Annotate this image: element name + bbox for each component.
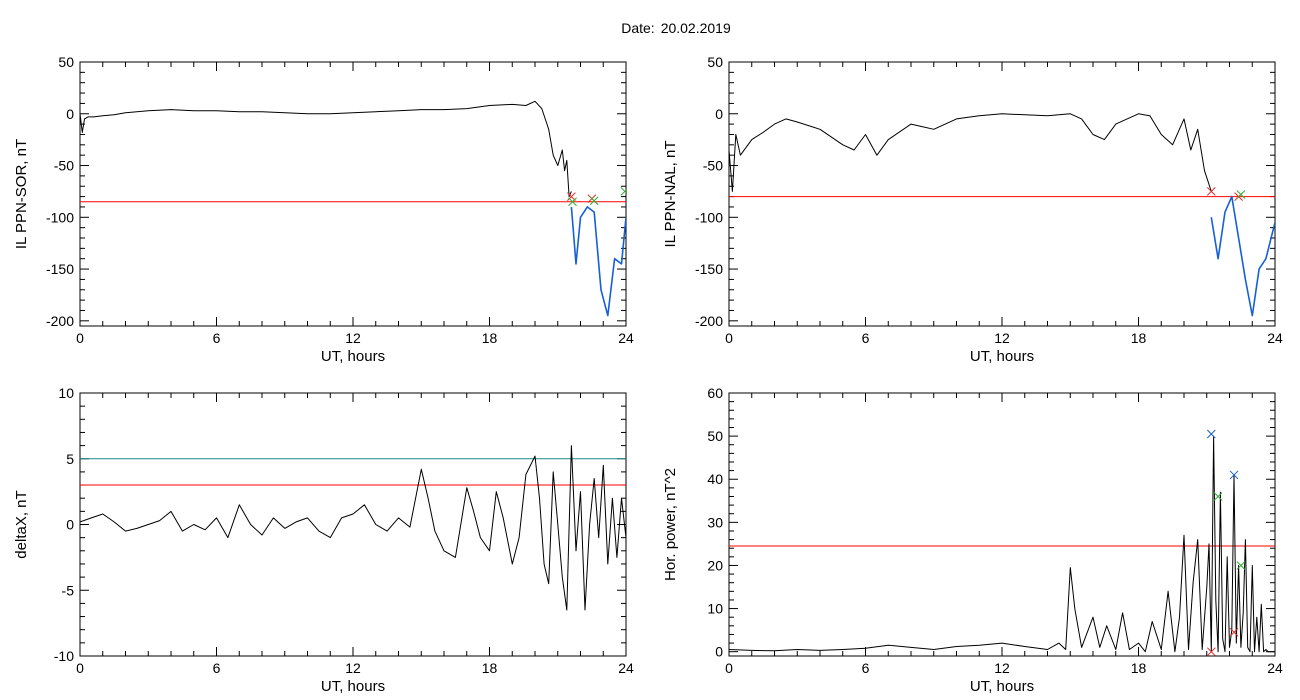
il-ppn-sor-xlabel: UT, hours bbox=[321, 348, 385, 365]
date-label: Date: bbox=[621, 20, 654, 36]
deltax-xtick-label: 18 bbox=[482, 660, 498, 676]
hor-power-ytick-label: 20 bbox=[707, 557, 723, 573]
deltax-xlabel: UT, hours bbox=[321, 678, 385, 695]
il-ppn-nal-frame bbox=[728, 61, 1276, 327]
il-ppn-sor-xtick-label: 0 bbox=[76, 330, 84, 346]
il-ppn-nal-ytick-label: -50 bbox=[703, 158, 723, 174]
deltax-ytick-label: -10 bbox=[54, 648, 74, 664]
il-ppn-sor-plot-area bbox=[80, 100, 626, 317]
il-ppn-sor-series-blue bbox=[570, 206, 626, 317]
deltax-xtick-label: 0 bbox=[76, 660, 84, 676]
il-ppn-nal-marker-green bbox=[1236, 190, 1246, 199]
hor-power-ytick-label: 40 bbox=[707, 471, 723, 487]
il-ppn-nal-xtick-label: 12 bbox=[994, 330, 1010, 346]
il-ppn-nal-ytick-label: -200 bbox=[695, 313, 723, 329]
il-ppn-sor-ylabel: IL PPN-SOR, nT bbox=[13, 139, 30, 249]
deltax-plot-area bbox=[80, 445, 626, 611]
il-ppn-sor-marker-green bbox=[620, 187, 626, 196]
deltax-ytick-label: 10 bbox=[58, 385, 74, 401]
deltax-xtick-label: 24 bbox=[618, 660, 634, 676]
hor-power-marker-green bbox=[1213, 492, 1223, 501]
hor-power-marker-blue bbox=[1229, 470, 1239, 480]
hor-power-plot-area bbox=[729, 429, 1275, 656]
hor-power-ytick-label: 10 bbox=[707, 601, 723, 617]
hor-power-marker-green bbox=[1236, 561, 1246, 570]
hor-power-frame bbox=[728, 392, 1276, 657]
il-ppn-nal-ytick-label: 50 bbox=[707, 54, 723, 70]
panel-il-ppn-sor: 0 6 12 18 24 50 0 -50 -100 -150 -200 UT, hours IL PP… bbox=[13, 54, 634, 365]
il-ppn-sor-marker-green bbox=[568, 197, 577, 207]
hor-power-marker-red bbox=[1229, 627, 1239, 637]
hor-power-xtick-label: 18 bbox=[1131, 660, 1147, 676]
hor-power-marker-red bbox=[1206, 647, 1216, 656]
il-ppn-sor-marker-red bbox=[567, 192, 576, 201]
hor-power-xtick-label: 6 bbox=[862, 660, 870, 676]
hor-power-ytick-label: 60 bbox=[707, 385, 723, 401]
hor-power-xtick-label: 0 bbox=[725, 660, 733, 676]
panel-deltax: 0 6 12 18 24 10 5 0 -5 -10 UT, hours deltaX, nT bbox=[13, 385, 634, 695]
il-ppn-nal-plot-area bbox=[729, 113, 1275, 317]
hor-power-xlabel: UT, hours bbox=[970, 678, 1034, 695]
il-ppn-sor-xtick-label: 18 bbox=[482, 330, 498, 346]
il-ppn-nal-xtick-label: 24 bbox=[1267, 330, 1283, 346]
il-ppn-sor-ytick-label: 50 bbox=[58, 54, 74, 70]
il-ppn-sor-ytick-label: -100 bbox=[46, 209, 74, 225]
hor-power-xtick-label: 12 bbox=[994, 660, 1010, 676]
hor-power-series-black bbox=[729, 435, 1275, 653]
il-ppn-nal-ylabel: IL PPN-NAL, nT bbox=[662, 141, 679, 248]
deltax-ylabel: deltaX, nT bbox=[13, 490, 30, 558]
deltax-series-black bbox=[80, 445, 626, 611]
il-ppn-sor-frame bbox=[79, 61, 627, 327]
il-ppn-nal-xtick-label: 0 bbox=[725, 330, 733, 346]
il-ppn-nal-ytick-label: 0 bbox=[715, 106, 723, 122]
il-ppn-sor-xtick-label: 6 bbox=[213, 330, 221, 346]
il-ppn-sor-xtick-label: 24 bbox=[618, 330, 634, 346]
il-ppn-nal-xtick-label: 18 bbox=[1131, 330, 1147, 346]
il-ppn-sor-marker-green bbox=[589, 196, 599, 206]
il-ppn-nal-xlabel: UT, hours bbox=[970, 348, 1034, 365]
il-ppn-sor-series-black bbox=[80, 100, 572, 198]
hor-power-ytick-label: 30 bbox=[707, 514, 723, 530]
il-ppn-nal-ytick-label: -150 bbox=[695, 261, 723, 277]
hor-power-ytick-label: 0 bbox=[715, 644, 723, 660]
deltax-xtick-label: 12 bbox=[345, 660, 361, 676]
date-value: 20.02.2019 bbox=[661, 20, 731, 36]
hor-power-ylabel: Hor. power, nT^2 bbox=[662, 468, 679, 581]
hor-power-xtick-label: 24 bbox=[1267, 660, 1283, 676]
hor-power-ytick-label: 50 bbox=[707, 428, 723, 444]
deltax-xtick-label: 6 bbox=[213, 660, 221, 676]
il-ppn-sor-xtick-label: 12 bbox=[345, 330, 361, 346]
deltax-ytick-label: 5 bbox=[66, 451, 74, 467]
il-ppn-nal-ytick-label: -100 bbox=[695, 209, 723, 225]
hor-power-marker-blue bbox=[1206, 429, 1216, 439]
il-ppn-sor-ytick-label: 0 bbox=[66, 106, 74, 122]
il-ppn-nal-marker-red bbox=[1206, 187, 1216, 196]
il-ppn-sor-ytick-label: -200 bbox=[46, 313, 74, 329]
deltax-frame bbox=[79, 392, 627, 657]
panel-hor-power: 0 6 12 18 24 60 50 40 30 20 10 0 UT, hours Hor. power… bbox=[662, 385, 1283, 695]
deltax-ytick-label: 0 bbox=[66, 517, 74, 533]
figure-date: Date: 20.02.2019 bbox=[621, 20, 731, 36]
il-ppn-sor-ytick-label: -150 bbox=[46, 261, 74, 277]
il-ppn-nal-xtick-label: 6 bbox=[862, 330, 870, 346]
deltax-ytick-label: -5 bbox=[62, 582, 75, 598]
panel-il-ppn-nal: 0 6 12 18 24 50 0 -50 -100 -150 -200 UT, hours IL PP… bbox=[662, 54, 1283, 365]
il-ppn-sor-ytick-label: -50 bbox=[54, 158, 74, 174]
il-ppn-nal-series-black bbox=[729, 113, 1212, 192]
il-ppn-nal-series-blue bbox=[1210, 195, 1275, 317]
